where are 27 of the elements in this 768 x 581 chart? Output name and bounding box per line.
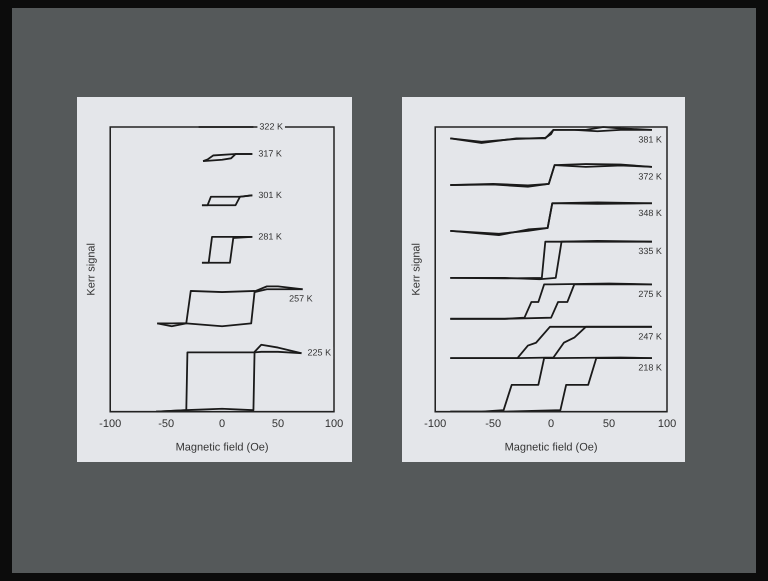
x-tick-label: -50: [158, 418, 174, 430]
series-label: 225 K: [308, 348, 332, 358]
x-tick-label: 100: [324, 418, 344, 430]
series-label: 301 K: [258, 190, 282, 200]
series-label: 322 K: [259, 121, 283, 132]
series-label: 257 K: [289, 294, 313, 304]
x-tick-label: -50: [485, 418, 502, 430]
x-tick-label: 50: [272, 418, 284, 430]
y-axis-title: Kerr signal: [86, 243, 98, 296]
series-label: 381 K: [638, 134, 662, 144]
series-label: 372 K: [638, 171, 662, 182]
x-tick-label: 0: [548, 418, 554, 430]
series-label: 317 K: [258, 148, 282, 159]
series-label: 218 K: [638, 362, 662, 373]
x-tick-label: 0: [219, 418, 226, 430]
x-tick-label: 50: [602, 418, 616, 430]
series-label: 281 K: [258, 231, 282, 242]
x-tick-label: 100: [658, 418, 676, 430]
series-label: 275 K: [638, 288, 662, 299]
series-label: 247 K: [638, 331, 662, 342]
x-axis-title: Magnetic field (Oe): [176, 441, 269, 454]
series-label: 348 K: [638, 208, 662, 218]
series-label: 335 K: [638, 246, 662, 256]
x-tick-label: -100: [99, 418, 122, 430]
y-axis-title: Kerr signal: [410, 243, 423, 296]
x-tick-label: -100: [424, 418, 446, 430]
x-axis-title: Magnetic field (Oe): [504, 441, 598, 454]
